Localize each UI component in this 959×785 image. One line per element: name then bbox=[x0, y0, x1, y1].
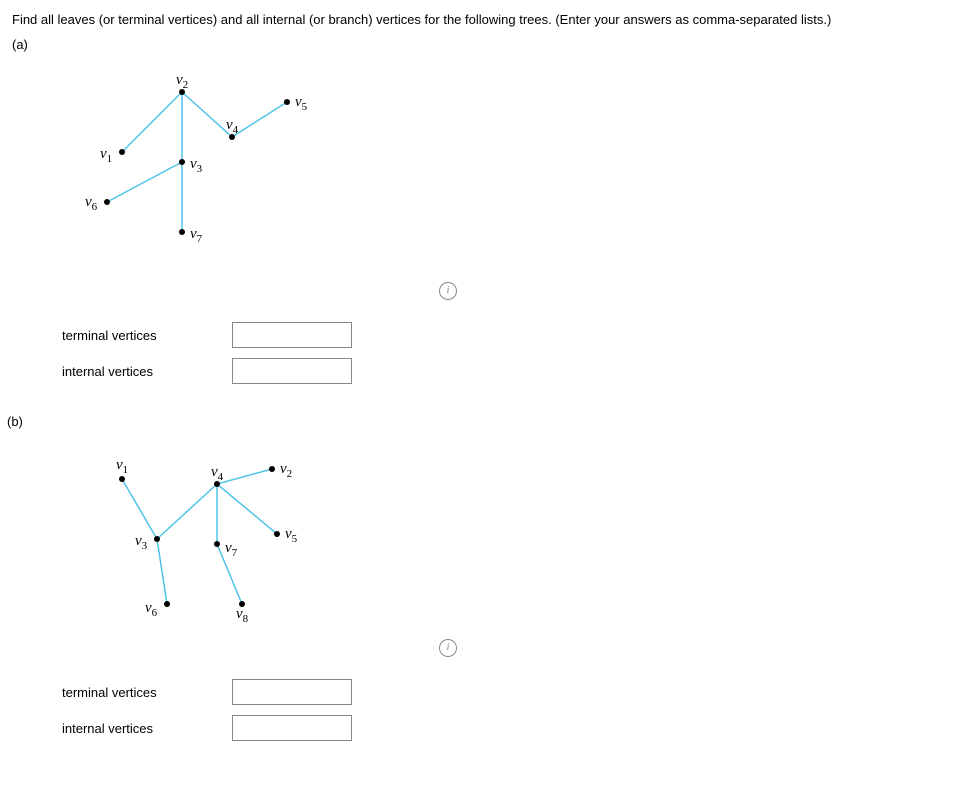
terminal-vertices-label: terminal vertices bbox=[12, 328, 232, 343]
internal-vertices-label: internal vertices bbox=[12, 721, 232, 736]
svg-text:v1: v1 bbox=[116, 457, 128, 476]
svg-text:v8: v8 bbox=[236, 606, 249, 625]
part-a-label: (a) bbox=[12, 37, 947, 52]
problem-prompt: Find all leaves (or terminal vertices) a… bbox=[12, 12, 947, 27]
svg-text:v7: v7 bbox=[225, 540, 238, 559]
svg-text:v3: v3 bbox=[135, 533, 148, 552]
svg-text:v1: v1 bbox=[100, 146, 112, 165]
terminal-vertices-label: terminal vertices bbox=[12, 685, 232, 700]
tree-graph-b: v1 v2 v3 v4 v5 v6 v7 v8 bbox=[52, 439, 352, 639]
svg-text:v5: v5 bbox=[285, 526, 298, 545]
svg-text:v7: v7 bbox=[190, 226, 203, 245]
svg-text:v5: v5 bbox=[295, 94, 308, 113]
svg-text:v2: v2 bbox=[280, 461, 292, 480]
info-icon[interactable]: i bbox=[439, 282, 457, 300]
part-b-answers: terminal vertices internal vertices bbox=[12, 679, 947, 741]
internal-vertices-label: internal vertices bbox=[12, 364, 232, 379]
svg-text:v2: v2 bbox=[176, 72, 188, 91]
part-b-label: (b) bbox=[7, 414, 947, 429]
part-a-figure: v1v2v3v4v5v6v7 bbox=[42, 62, 947, 282]
info-icon[interactable]: i bbox=[439, 639, 457, 657]
svg-text:v4: v4 bbox=[211, 464, 224, 483]
svg-text:v6: v6 bbox=[145, 600, 158, 619]
terminal-vertices-input-b[interactable] bbox=[232, 679, 352, 705]
svg-text:v3: v3 bbox=[190, 156, 203, 175]
internal-vertices-input-a[interactable] bbox=[232, 358, 352, 384]
terminal-vertices-input-a[interactable] bbox=[232, 322, 352, 348]
internal-vertices-input-b[interactable] bbox=[232, 715, 352, 741]
part-b-figure: v1 v2 v3 v4 v5 v6 v7 v8 bbox=[52, 439, 947, 639]
part-a-answers: terminal vertices internal vertices bbox=[12, 322, 947, 384]
svg-text:v6: v6 bbox=[85, 194, 98, 213]
tree-graph-a: v1v2v3v4v5v6v7 bbox=[42, 62, 342, 282]
